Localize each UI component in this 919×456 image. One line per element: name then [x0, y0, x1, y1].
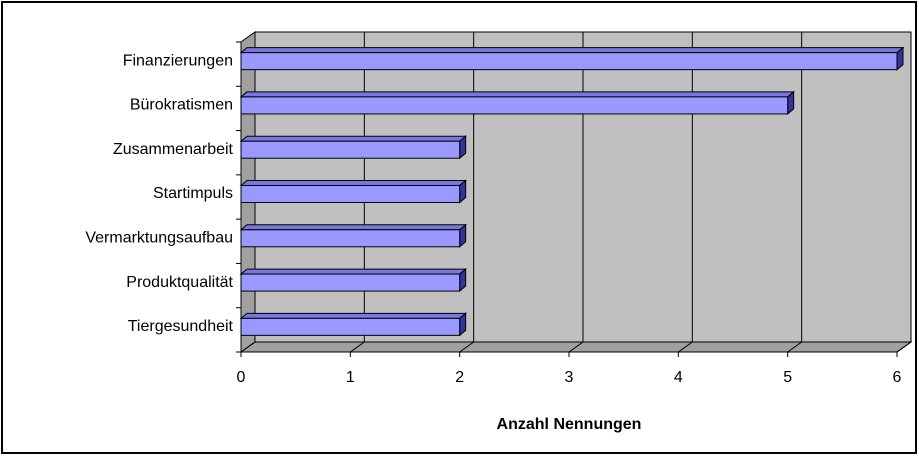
bar: [239, 223, 468, 248]
grid-line: [568, 32, 584, 353]
x-tick-label: 5: [783, 369, 792, 386]
bar-front: [240, 96, 789, 115]
bar-front: [240, 52, 898, 71]
bar: [239, 179, 468, 204]
grid-line: [240, 32, 256, 353]
grid-line: [678, 32, 693, 353]
bar-front: [240, 185, 461, 203]
bar-front: [240, 317, 461, 336]
y-tick-label: Produktqualität: [126, 274, 233, 291]
x-tick-label: 3: [565, 369, 574, 386]
bar-top: [239, 268, 468, 275]
y-tick-label: Vermarktungsaufbau: [85, 230, 233, 247]
y-tick-label: Startimpuls: [153, 185, 233, 202]
bar-front: [240, 229, 461, 248]
y-tick-label: Finanzierungen: [123, 52, 233, 69]
grid-line: [459, 32, 475, 353]
bar-top: [239, 312, 468, 319]
bar-top: [239, 224, 468, 231]
y-tick-label: Bürokratismen: [130, 97, 233, 114]
y-tick-label: Tiergesundheit: [128, 318, 234, 335]
grid-line: [350, 32, 365, 353]
bar-front: [240, 140, 461, 159]
y-tick-label: Zusammenarbeit: [113, 141, 234, 158]
x-tick-label: 4: [674, 369, 683, 386]
x-axis-label: Anzahl Nennungen: [497, 416, 642, 433]
bar-front: [240, 273, 461, 292]
grid-line: [787, 32, 803, 353]
x-tick-label: 0: [237, 369, 246, 386]
grid-line: [896, 32, 912, 353]
x-tick-label: 6: [893, 369, 902, 386]
bar-top: [239, 47, 905, 54]
bar: [239, 268, 468, 293]
bar-top: [239, 91, 796, 98]
bar: [239, 135, 468, 160]
x-tick-label: 1: [346, 369, 355, 386]
bar: [239, 90, 796, 115]
x-tick-label: 2: [455, 369, 464, 386]
bar: [239, 46, 905, 71]
bar-top: [239, 180, 468, 186]
bar: [239, 312, 468, 337]
bar-top: [239, 135, 468, 142]
